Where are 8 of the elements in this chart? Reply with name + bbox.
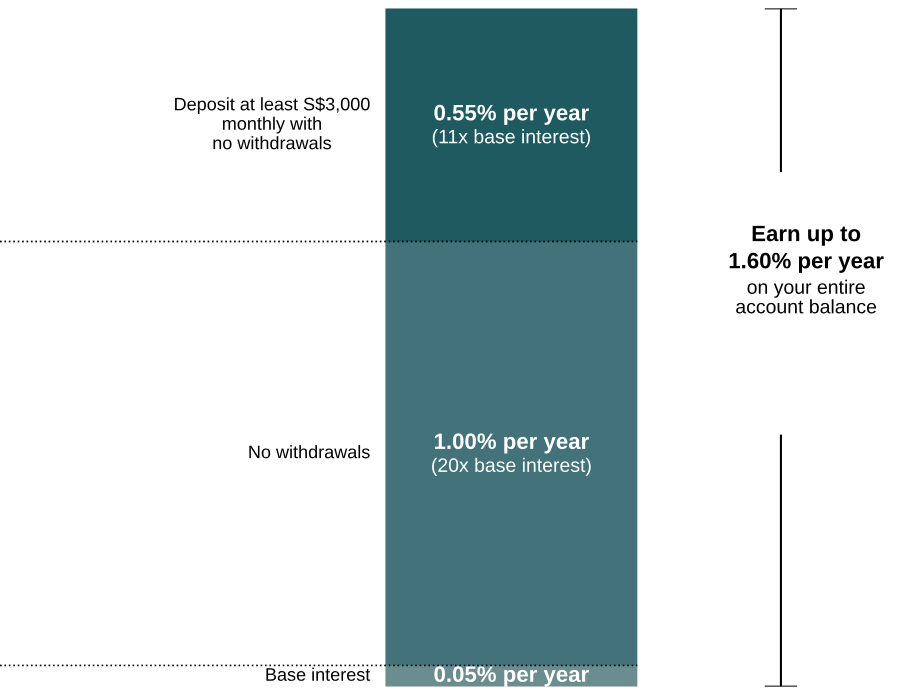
series-label: Base interest: [266, 668, 370, 681]
text: Earn up to 1.60% per year: [730, 226, 884, 273]
data-label: 0.55% per year (11x base interest): [432, 104, 590, 148]
data-label: 0.05% per year: [434, 666, 589, 686]
series-label: No withdrawals: [249, 445, 370, 458]
series-label: Deposit at least S$3,000 monthly with no withdrawals: [175, 96, 370, 150]
data-label: 1.00% per year (20x base interest): [432, 433, 591, 476]
text: on your entire account balance: [736, 280, 876, 314]
